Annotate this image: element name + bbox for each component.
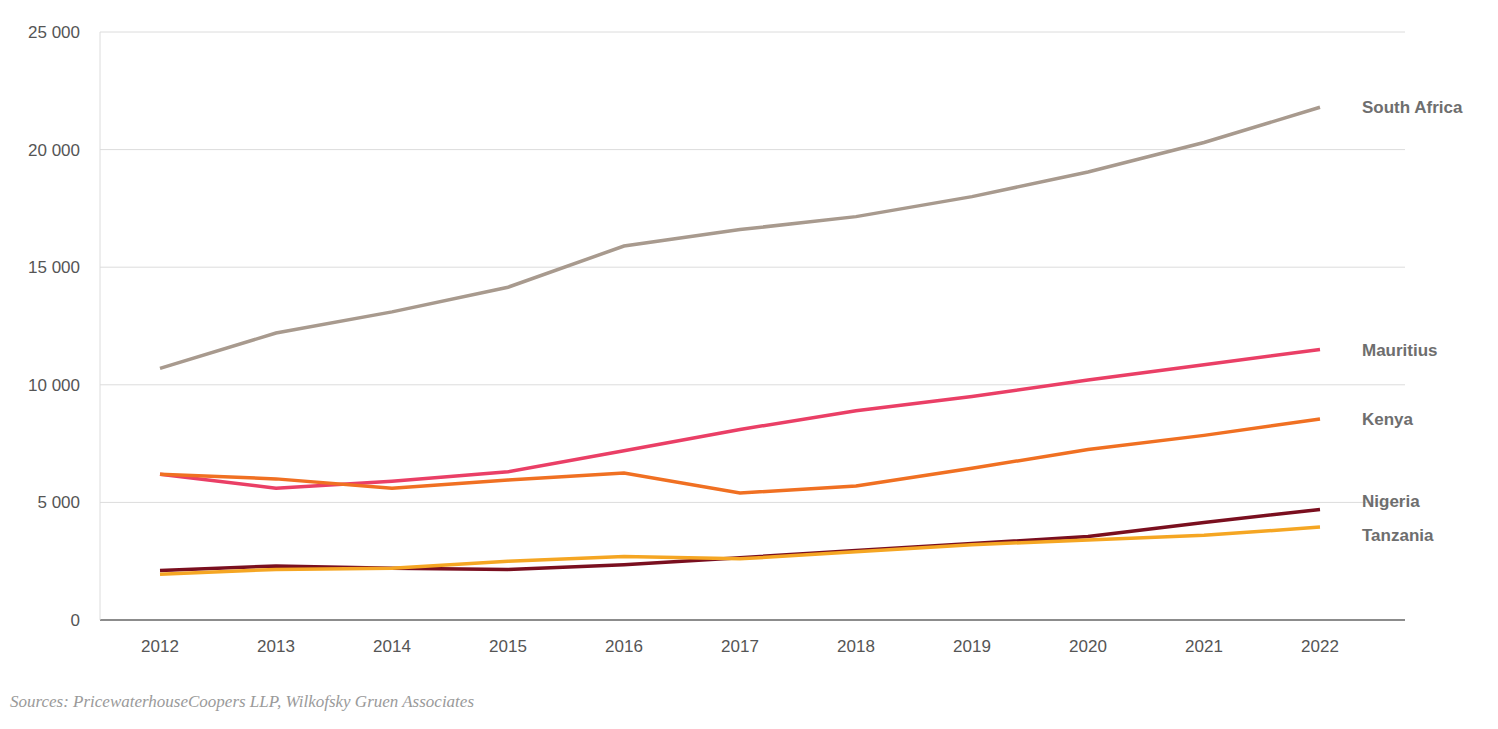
- svg-text:2013: 2013: [257, 637, 295, 656]
- svg-text:2022: 2022: [1301, 637, 1339, 656]
- svg-text:2015: 2015: [489, 637, 527, 656]
- svg-text:2018: 2018: [837, 637, 875, 656]
- svg-text:Tanzania: Tanzania: [1362, 526, 1434, 545]
- svg-text:2012: 2012: [141, 637, 179, 656]
- svg-text:25 000: 25 000: [28, 23, 80, 42]
- svg-text:10 000: 10 000: [28, 376, 80, 395]
- svg-text:2019: 2019: [953, 637, 991, 656]
- svg-text:South Africa: South Africa: [1362, 98, 1463, 117]
- svg-text:2017: 2017: [721, 637, 759, 656]
- svg-text:15 000: 15 000: [28, 258, 80, 277]
- svg-text:20 000: 20 000: [28, 141, 80, 160]
- svg-text:0: 0: [71, 611, 80, 630]
- svg-text:2021: 2021: [1185, 637, 1223, 656]
- svg-text:2020: 2020: [1069, 637, 1107, 656]
- svg-text:Mauritius: Mauritius: [1362, 341, 1438, 360]
- svg-text:Nigeria: Nigeria: [1362, 492, 1420, 511]
- svg-text:2014: 2014: [373, 637, 411, 656]
- svg-text:2016: 2016: [605, 637, 643, 656]
- svg-text:Kenya: Kenya: [1362, 410, 1414, 429]
- html-text:Sources: PricewaterhouseCooper: Sources: PricewaterhouseCoopers LLP, Wil…: [10, 692, 474, 711]
- svg-text:5 000: 5 000: [37, 493, 80, 512]
